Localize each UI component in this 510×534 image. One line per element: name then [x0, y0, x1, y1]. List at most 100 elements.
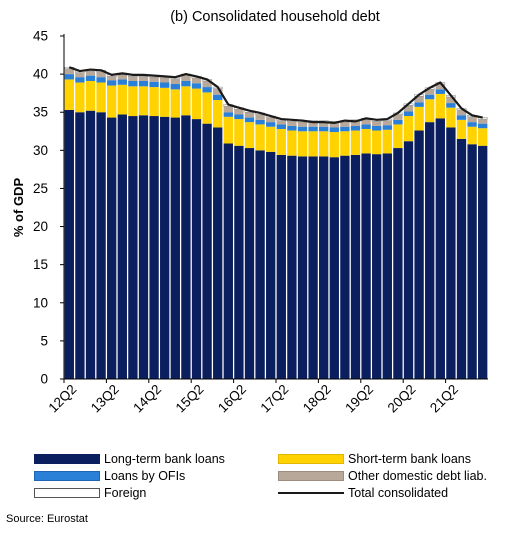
- bar-segment: [446, 96, 456, 104]
- legend-item-short-term: Short-term bank loans: [278, 452, 471, 466]
- bar-segment: [255, 114, 265, 120]
- legend-swatch-ofis: [34, 471, 100, 481]
- bar-segment: [149, 77, 159, 82]
- bar-segment: [372, 121, 382, 126]
- bar-segment: [64, 109, 74, 380]
- bar-segment: [414, 96, 424, 103]
- bar-segment: [117, 84, 127, 115]
- legend-label-foreign: Foreign: [104, 486, 147, 500]
- bar-segment: [128, 86, 138, 117]
- legend-label-ofis: Loans by OFIs: [104, 469, 186, 483]
- bar-segment: [478, 119, 488, 124]
- bar-segment: [234, 109, 244, 115]
- bar-segment: [213, 127, 223, 379]
- bar-segment: [255, 150, 265, 379]
- bar-segment: [149, 87, 159, 117]
- bar-segment: [107, 85, 117, 118]
- bar-segment: [340, 131, 350, 156]
- bar-segment: [456, 115, 467, 120]
- bar-segment: [213, 88, 223, 95]
- bar-segment: [276, 124, 286, 129]
- bar-segment: [234, 114, 244, 120]
- bar-segment: [456, 138, 467, 379]
- bar-segment: [414, 106, 424, 131]
- bar-segment: [340, 126, 350, 132]
- y-tick-label: 0: [40, 372, 48, 387]
- bar-segment: [191, 88, 202, 120]
- y-tick-label: 35: [33, 105, 48, 120]
- x-tick-label: 16Q2: [215, 382, 249, 416]
- bar-segment: [446, 107, 456, 128]
- bar-segment: [361, 119, 371, 125]
- y-tick-label: 10: [33, 295, 48, 310]
- bar-segment: [75, 82, 85, 113]
- bar-segment: [287, 155, 297, 379]
- bar-segment: [350, 154, 361, 379]
- legend-item-foreign: Foreign: [34, 486, 146, 500]
- legend-swatch-short-term: [278, 454, 344, 464]
- bar-segment: [170, 117, 180, 380]
- bar-segment: [393, 114, 403, 120]
- bar-segment: [181, 80, 191, 87]
- bar-segment: [361, 128, 371, 154]
- bar-segment: [255, 119, 265, 125]
- bar-segment: [96, 82, 106, 113]
- bar-segment: [435, 118, 445, 379]
- bar-segment: [170, 78, 180, 85]
- legend-item-other-domestic: Other domestic debt liab.: [278, 469, 487, 483]
- bar-segment: [223, 112, 233, 117]
- legend-label-short-term: Short-term bank loans: [348, 452, 471, 466]
- legend-swatch-total: [278, 492, 344, 494]
- bar-segment: [382, 125, 392, 130]
- bar-segment: [276, 154, 286, 379]
- bar-segment: [361, 153, 371, 379]
- x-tick-label: 18Q2: [300, 382, 334, 416]
- bar-segment: [181, 75, 191, 81]
- bar-segment: [297, 122, 308, 127]
- bar-segment: [128, 76, 138, 81]
- bar-segment: [138, 76, 149, 81]
- y-axis-label: % of GDP: [11, 178, 26, 238]
- bar-segment: [340, 155, 350, 379]
- bar-segment: [138, 86, 149, 116]
- bar-segment: [329, 127, 339, 133]
- bar-segment: [276, 120, 286, 125]
- x-tick-label: 17Q2: [257, 382, 291, 416]
- bar-segment: [308, 126, 318, 132]
- bar-segment: [467, 122, 477, 127]
- bar-segment: [107, 76, 117, 81]
- bar-segment: [128, 80, 138, 87]
- bar-segment: [456, 119, 467, 139]
- bar-segment: [393, 119, 403, 125]
- bar-segment: [382, 129, 392, 154]
- x-tick-label: 15Q2: [173, 382, 207, 416]
- y-tick-label: 30: [33, 143, 48, 158]
- bar-segment: [117, 79, 127, 85]
- legend-item-long-term: Long-term bank loans: [34, 452, 225, 466]
- bar-segment: [213, 100, 223, 128]
- bar-segment: [403, 116, 414, 142]
- legend-item-total: Total consolidated: [278, 486, 448, 500]
- source-note: Source: Eurostat: [6, 513, 88, 525]
- bar-segment: [138, 115, 149, 379]
- bar-segment: [202, 92, 212, 124]
- legend-label-total: Total consolidated: [348, 486, 449, 500]
- x-tick-label: 13Q2: [88, 382, 122, 416]
- bar-segment: [276, 128, 286, 155]
- bar-segment: [85, 71, 96, 76]
- bar-segment: [456, 109, 467, 116]
- bar-segment: [170, 89, 180, 118]
- bar-segment: [96, 71, 106, 78]
- bar-segment: [138, 80, 149, 87]
- bar-segment: [85, 80, 96, 111]
- bar-segment: [160, 87, 170, 117]
- bar-segment: [266, 151, 276, 379]
- bar-segment: [382, 153, 392, 379]
- bar-segment: [372, 154, 382, 379]
- bar-segment: [234, 119, 244, 146]
- bar-segment: [319, 131, 329, 157]
- bar-segment: [361, 124, 371, 129]
- bar-segment: [191, 83, 202, 89]
- bar-segment: [393, 124, 403, 149]
- bar-segment: [266, 117, 276, 123]
